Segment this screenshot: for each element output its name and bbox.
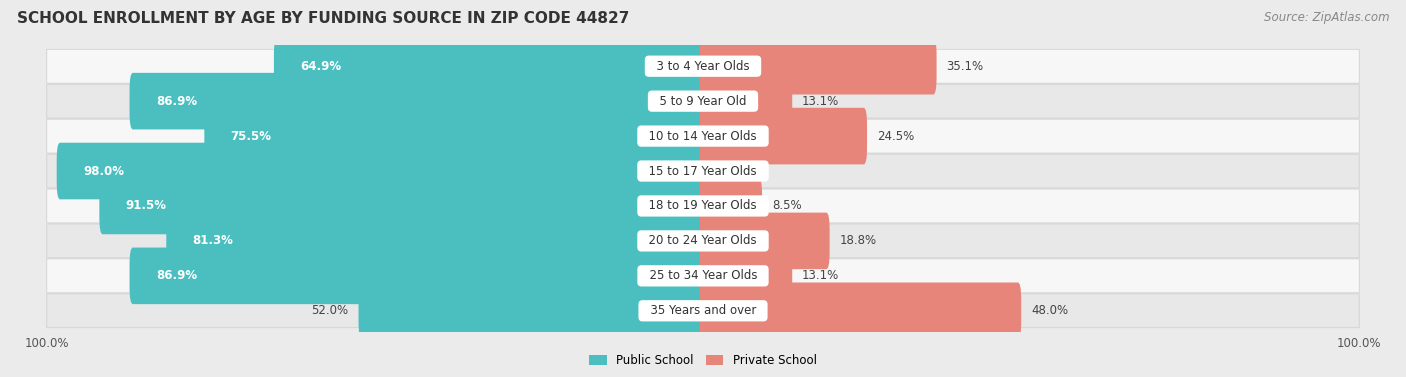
FancyBboxPatch shape bbox=[700, 38, 936, 95]
FancyBboxPatch shape bbox=[46, 154, 1360, 188]
Text: 98.0%: 98.0% bbox=[83, 164, 124, 178]
Text: 86.9%: 86.9% bbox=[156, 269, 197, 282]
FancyBboxPatch shape bbox=[700, 178, 762, 234]
FancyBboxPatch shape bbox=[46, 294, 1360, 328]
Text: 35 Years and over: 35 Years and over bbox=[643, 304, 763, 317]
FancyBboxPatch shape bbox=[204, 108, 706, 164]
FancyBboxPatch shape bbox=[359, 282, 706, 339]
Text: 25 to 34 Year Olds: 25 to 34 Year Olds bbox=[641, 269, 765, 282]
Text: 100.0%: 100.0% bbox=[1337, 337, 1381, 350]
FancyBboxPatch shape bbox=[700, 73, 792, 129]
Text: 13.1%: 13.1% bbox=[801, 269, 839, 282]
Text: 5 to 9 Year Old: 5 to 9 Year Old bbox=[652, 95, 754, 108]
Text: SCHOOL ENROLLMENT BY AGE BY FUNDING SOURCE IN ZIP CODE 44827: SCHOOL ENROLLMENT BY AGE BY FUNDING SOUR… bbox=[17, 11, 630, 26]
Legend: Public School, Private School: Public School, Private School bbox=[585, 349, 821, 372]
Text: 24.5%: 24.5% bbox=[877, 130, 914, 143]
Text: 18 to 19 Year Olds: 18 to 19 Year Olds bbox=[641, 199, 765, 213]
Text: 2.0%: 2.0% bbox=[730, 164, 759, 178]
FancyBboxPatch shape bbox=[274, 38, 706, 95]
FancyBboxPatch shape bbox=[700, 108, 868, 164]
FancyBboxPatch shape bbox=[700, 143, 720, 199]
FancyBboxPatch shape bbox=[700, 282, 1021, 339]
Text: 13.1%: 13.1% bbox=[801, 95, 839, 108]
FancyBboxPatch shape bbox=[56, 143, 706, 199]
FancyBboxPatch shape bbox=[46, 259, 1360, 293]
Text: 48.0%: 48.0% bbox=[1031, 304, 1069, 317]
Text: 18.8%: 18.8% bbox=[839, 234, 876, 247]
FancyBboxPatch shape bbox=[46, 189, 1360, 223]
FancyBboxPatch shape bbox=[129, 248, 706, 304]
Text: 100.0%: 100.0% bbox=[25, 337, 69, 350]
FancyBboxPatch shape bbox=[100, 178, 706, 234]
Text: 75.5%: 75.5% bbox=[231, 130, 271, 143]
Text: 86.9%: 86.9% bbox=[156, 95, 197, 108]
Text: 81.3%: 81.3% bbox=[193, 234, 233, 247]
Text: 64.9%: 64.9% bbox=[299, 60, 342, 73]
Text: 8.5%: 8.5% bbox=[772, 199, 801, 213]
FancyBboxPatch shape bbox=[166, 213, 706, 269]
FancyBboxPatch shape bbox=[46, 119, 1360, 153]
Text: 3 to 4 Year Olds: 3 to 4 Year Olds bbox=[650, 60, 756, 73]
Text: 35.1%: 35.1% bbox=[946, 60, 984, 73]
FancyBboxPatch shape bbox=[46, 84, 1360, 118]
Text: 10 to 14 Year Olds: 10 to 14 Year Olds bbox=[641, 130, 765, 143]
Text: Source: ZipAtlas.com: Source: ZipAtlas.com bbox=[1264, 11, 1389, 24]
Text: 15 to 17 Year Olds: 15 to 17 Year Olds bbox=[641, 164, 765, 178]
FancyBboxPatch shape bbox=[700, 248, 792, 304]
Text: 20 to 24 Year Olds: 20 to 24 Year Olds bbox=[641, 234, 765, 247]
Text: 91.5%: 91.5% bbox=[125, 199, 166, 213]
FancyBboxPatch shape bbox=[46, 49, 1360, 83]
FancyBboxPatch shape bbox=[46, 224, 1360, 258]
Text: 52.0%: 52.0% bbox=[312, 304, 349, 317]
FancyBboxPatch shape bbox=[700, 213, 830, 269]
FancyBboxPatch shape bbox=[129, 73, 706, 129]
